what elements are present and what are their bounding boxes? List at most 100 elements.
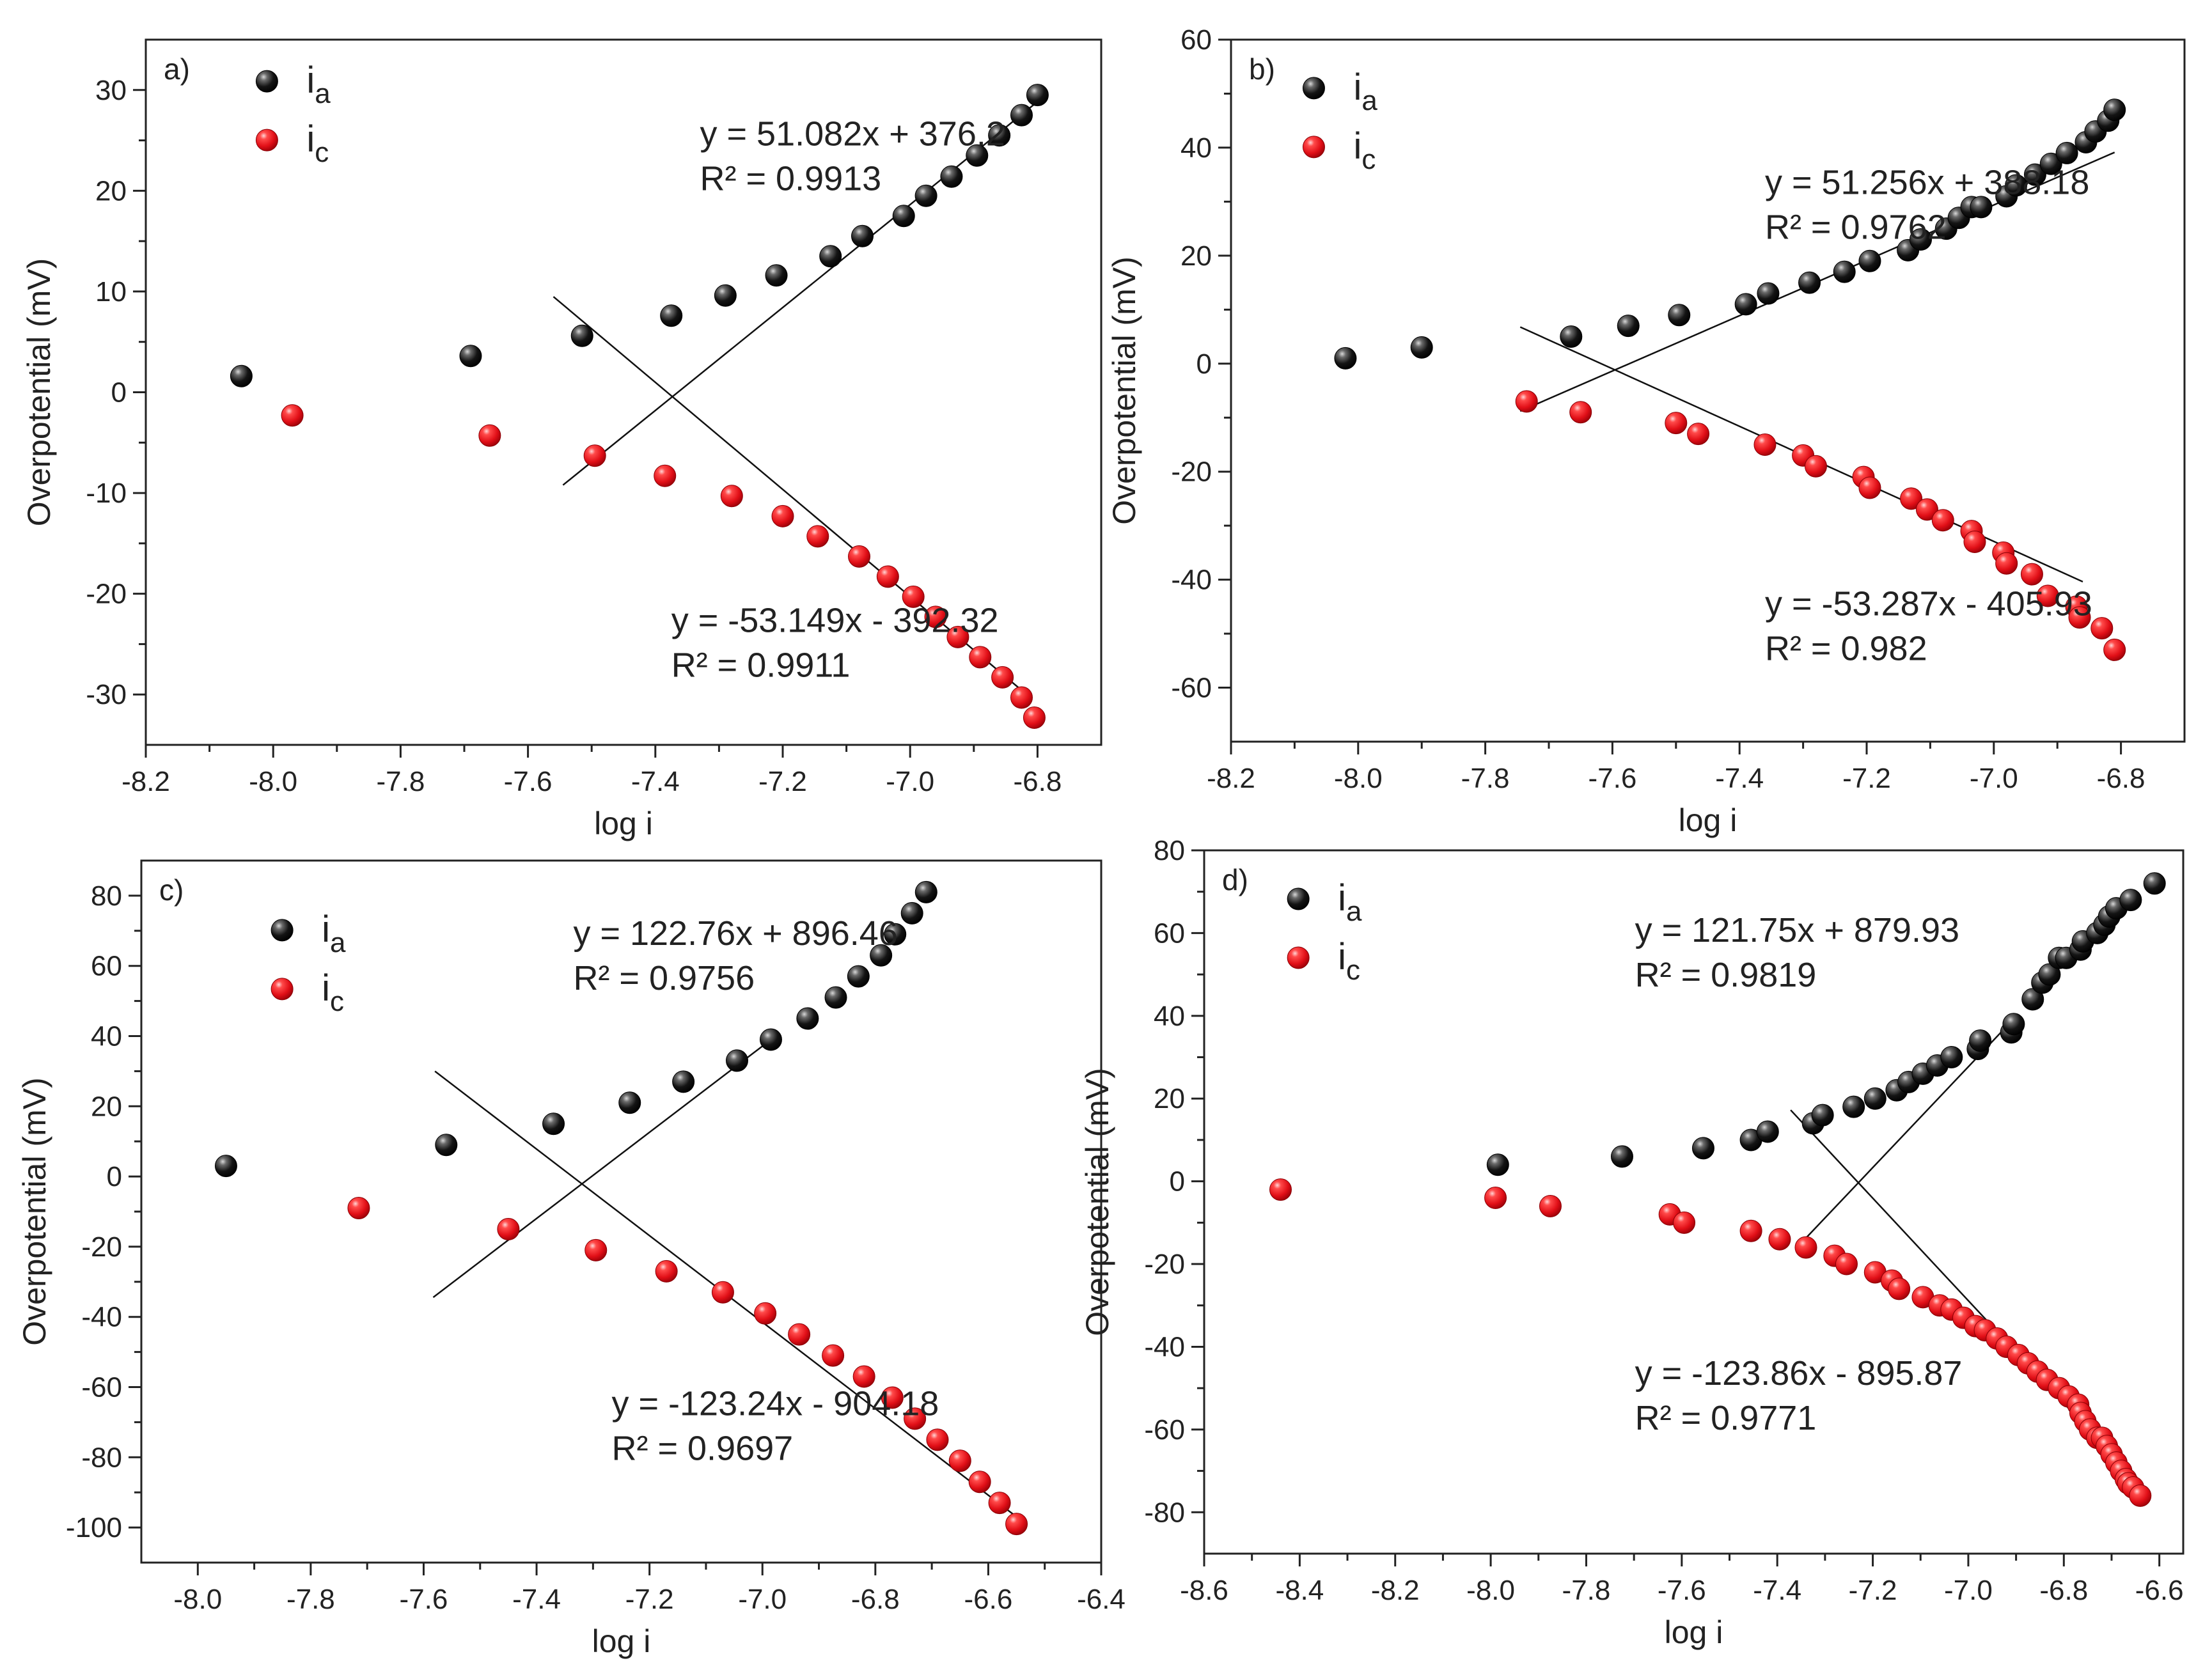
ia-point — [940, 165, 963, 188]
y-tick-label: 20 — [1181, 240, 1212, 272]
fit-equation: y = 51.082x + 376.2 — [700, 114, 1005, 153]
y-tick-label: 20 — [1154, 1083, 1185, 1114]
x-tick-label: -8.0 — [249, 766, 297, 797]
legend-marker — [1302, 77, 1325, 100]
y-tick-label: 80 — [1154, 835, 1185, 866]
legend-marker — [1302, 136, 1325, 159]
y-tick-label: 20 — [95, 175, 127, 207]
y-axis-title: Overpotential (mV) — [17, 1077, 52, 1346]
x-tick-label: -7.8 — [1562, 1575, 1611, 1606]
x-tick-label: -7.6 — [1658, 1575, 1706, 1606]
plot-frame — [1230, 38, 2186, 743]
y-tick-label: -80 — [1144, 1497, 1185, 1528]
ic-point — [1753, 433, 1777, 456]
y-tick-label: -30 — [86, 679, 127, 710]
legend-symbol: i — [1338, 877, 1346, 919]
ic-point — [1963, 530, 1986, 553]
ia-point — [2023, 163, 2046, 186]
ia-point — [1969, 1029, 1992, 1052]
ia-point — [1940, 1046, 1963, 1069]
x-tick-label: -6.8 — [1013, 766, 1062, 797]
x-tick-label: -7.2 — [1842, 763, 1891, 794]
y-tick-label: -60 — [81, 1372, 122, 1403]
y-tick-label: 40 — [91, 1021, 122, 1052]
fit-line-anodic — [562, 101, 1039, 486]
legend-marker — [255, 70, 278, 93]
x-tick-label: -6.6 — [2135, 1575, 2184, 1606]
ic-point — [655, 1260, 678, 1283]
x-tick-label: -7.0 — [738, 1584, 787, 1615]
plot-frame — [1203, 849, 2185, 1555]
ia-point — [660, 304, 683, 327]
fit-r-squared: R² = 0.9911 — [671, 646, 851, 685]
ia-point — [214, 1155, 237, 1178]
ia-point — [1668, 304, 1691, 327]
ia-point — [1334, 347, 1357, 370]
ia-point — [1010, 104, 1033, 127]
x-tick-label: -7.0 — [1970, 763, 2018, 794]
ia-point — [672, 1070, 695, 1093]
x-axis-title: log i — [594, 806, 653, 841]
ic-point — [988, 1492, 1011, 1515]
ia-point — [914, 184, 937, 207]
ia-point — [2055, 141, 2078, 164]
x-tick-label: -7.6 — [1588, 763, 1636, 794]
x-tick-label: -8.0 — [1466, 1575, 1515, 1606]
ia-point — [1610, 1145, 1633, 1168]
x-tick-label: -7.8 — [1461, 763, 1510, 794]
ia-point — [1560, 325, 1583, 348]
x-tick-label: -6.4 — [1077, 1584, 1126, 1615]
x-tick-label: -8.2 — [1371, 1575, 1420, 1606]
y-tick-label: -40 — [81, 1302, 122, 1333]
ic-point — [347, 1197, 370, 1220]
y-tick-label: 0 — [111, 377, 127, 409]
panel-c: -8.0 -7.8 -7.6 -7.4 -7.2 -7.0 -6.8 -6.6 -6.4 -100… — [17, 859, 1126, 1659]
y-tick-label: 30 — [95, 75, 127, 106]
legend-entry: ia — [1353, 66, 1377, 116]
ic-point — [711, 1281, 734, 1304]
x-tick-label: -7.2 — [1849, 1575, 1897, 1606]
ic-point — [1900, 487, 1923, 510]
ia-point — [1858, 249, 1881, 272]
fit-equation: y = -53.287x - 405.93 — [1765, 584, 2092, 623]
legend-marker — [271, 978, 294, 1001]
y-tick-label: -60 — [1171, 673, 1212, 704]
ia-point — [847, 965, 870, 988]
legend-symbol: i — [306, 118, 315, 160]
ia-point — [2005, 174, 2028, 197]
legend-marker — [1287, 887, 1310, 910]
ic-point — [1673, 1211, 1696, 1234]
legend-subscript: a — [330, 927, 346, 958]
ia-point — [542, 1112, 565, 1135]
fit-equation: y = 121.75x + 879.93 — [1635, 911, 1959, 949]
y-tick-label: 0 — [1196, 348, 1212, 380]
y-tick-label: 60 — [91, 951, 122, 982]
ia-point — [1691, 1137, 1714, 1160]
ia-point — [1970, 196, 1993, 219]
x-tick-label: -6.8 — [851, 1584, 900, 1615]
fit-equation: y = -53.149x - 392.32 — [671, 602, 999, 640]
ic-point — [1010, 686, 1033, 709]
fit-equation: y = -123.24x - 904.18 — [611, 1384, 939, 1423]
x-tick-label: -7.2 — [758, 766, 807, 797]
y-tick-label: -20 — [81, 1231, 122, 1263]
ia-point — [726, 1049, 749, 1072]
ic-point — [1569, 401, 1592, 424]
ia-point — [2039, 152, 2062, 175]
legend-symbol: i — [1353, 125, 1361, 167]
x-tick-label: -7.4 — [1753, 1575, 1801, 1606]
panel-label: a) — [164, 52, 190, 86]
legend-subscript: a — [1361, 85, 1377, 116]
ic-point — [1665, 412, 1688, 435]
ic-point — [1739, 1219, 1762, 1242]
ia-point — [2119, 889, 2142, 912]
ic-point — [1931, 509, 1954, 532]
legend-symbol: i — [1353, 66, 1361, 108]
ia-point — [2143, 872, 2166, 895]
fit-r-squared: R² = 0.982 — [1765, 629, 1927, 667]
ia-point — [900, 901, 923, 925]
x-tick-label: -6.8 — [2097, 763, 2145, 794]
ia-point — [1842, 1095, 1865, 1118]
ic-point — [1005, 1513, 1028, 1536]
